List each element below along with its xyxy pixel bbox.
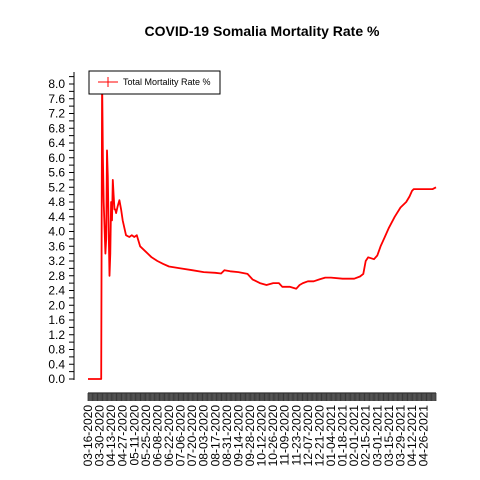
legend-label: Total Mortality Rate % bbox=[123, 77, 211, 87]
x-tick-label: 07-20-2020 bbox=[185, 405, 199, 467]
y-tick-label: 7.2 bbox=[48, 107, 65, 121]
series-layer bbox=[88, 75, 437, 380]
x-tick-label: 07-06-2020 bbox=[174, 405, 188, 467]
y-tick-label: 6.4 bbox=[48, 136, 65, 150]
y-tick-label: 6.0 bbox=[48, 151, 65, 165]
series-line bbox=[88, 75, 437, 380]
x-tick-label: 08-17-2020 bbox=[208, 405, 222, 467]
y-tick-label: 5.6 bbox=[48, 166, 65, 180]
x-tick-label: 03-30-2020 bbox=[93, 405, 107, 467]
x-tick-label: 03-01-2021 bbox=[370, 405, 384, 467]
y-tick-label: 5.2 bbox=[48, 180, 65, 194]
x-tick-label: 02-15-2021 bbox=[359, 405, 373, 467]
x-tick-label: 01-04-2021 bbox=[324, 405, 338, 467]
x-tick-label: 12-07-2020 bbox=[301, 405, 315, 467]
x-axis: 03-16-202003-30-202004-13-202004-27-2020… bbox=[81, 392, 437, 467]
y-tick-label: 3.2 bbox=[48, 254, 65, 268]
y-tick-label: 0.0 bbox=[48, 372, 65, 386]
x-tick-label: 01-18-2021 bbox=[336, 405, 350, 467]
x-tick-label: 05-25-2020 bbox=[139, 405, 153, 467]
x-tick-label: 02-01-2021 bbox=[347, 405, 361, 467]
y-tick-label: 4.4 bbox=[48, 210, 65, 224]
y-tick-label: 2.8 bbox=[48, 269, 65, 283]
x-tick-label: 09-28-2020 bbox=[243, 405, 257, 467]
y-tick-label: 0.4 bbox=[48, 357, 65, 371]
x-tick-label: 05-11-2020 bbox=[127, 405, 141, 466]
x-tick-label: 08-03-2020 bbox=[197, 405, 211, 467]
x-tick-label: 04-26-2021 bbox=[417, 405, 431, 467]
x-tick-label: 03-15-2021 bbox=[382, 405, 396, 467]
x-tick-label: 08-31-2020 bbox=[220, 405, 234, 467]
legend: Total Mortality Rate % bbox=[88, 70, 221, 95]
x-tick-label: 04-12-2021 bbox=[405, 405, 419, 467]
x-tick-label: 04-27-2020 bbox=[116, 405, 130, 467]
y-axis: 0.00.40.81.21.62.02.42.83.23.64.04.44.85… bbox=[48, 72, 75, 386]
y-tick-label: 8.0 bbox=[48, 77, 65, 91]
chart-title: COVID-19 Somalia Mortality Rate % bbox=[145, 23, 381, 39]
y-tick-label: 1.2 bbox=[48, 328, 65, 342]
x-tick-label: 03-16-2020 bbox=[81, 405, 95, 467]
y-tick-label: 2.0 bbox=[48, 298, 65, 312]
y-tick-label: 2.4 bbox=[48, 284, 65, 298]
x-tick-label: 03-29-2021 bbox=[393, 405, 407, 467]
x-tick-label: 10-26-2020 bbox=[266, 405, 280, 467]
x-tick-label: 11-23-2020 bbox=[289, 405, 303, 466]
x-tick-label: 11-09-2020 bbox=[278, 405, 292, 466]
x-tick-label: 09-14-2020 bbox=[231, 405, 245, 467]
x-tick-label: 06-22-2020 bbox=[162, 405, 176, 467]
legend-box bbox=[88, 70, 221, 95]
x-tick-label: 04-13-2020 bbox=[104, 405, 118, 467]
y-tick-label: 4.0 bbox=[48, 225, 65, 239]
y-tick-label: 0.8 bbox=[48, 343, 65, 357]
y-tick-label: 4.8 bbox=[48, 195, 65, 209]
x-tick-label: 06-08-2020 bbox=[150, 405, 164, 467]
y-tick-label: 6.8 bbox=[48, 121, 65, 135]
y-tick-label: 1.6 bbox=[48, 313, 65, 327]
x-tick-label: 10-12-2020 bbox=[255, 405, 269, 467]
y-tick-label: 3.6 bbox=[48, 239, 65, 253]
y-tick-label: 7.6 bbox=[48, 92, 65, 106]
x-tick-label: 12-21-2020 bbox=[312, 405, 326, 467]
